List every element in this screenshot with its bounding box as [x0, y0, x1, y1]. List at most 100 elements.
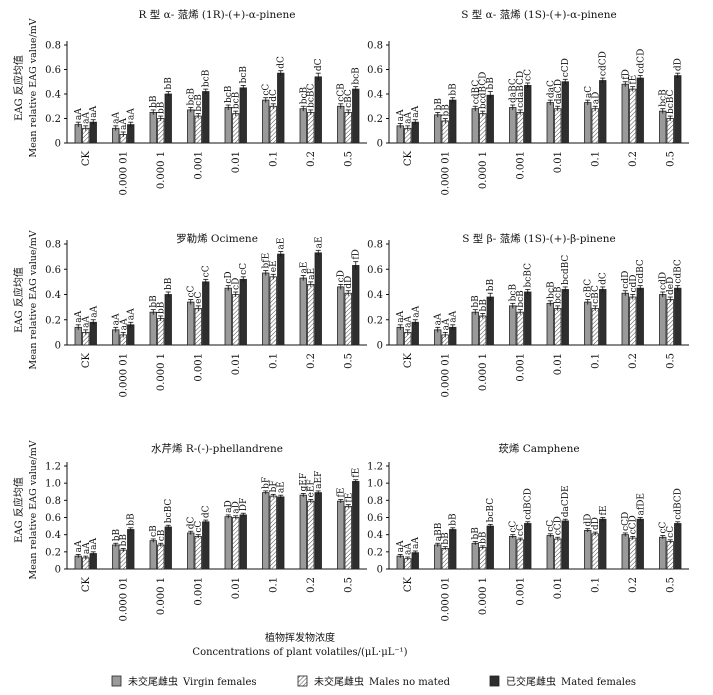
- bar: [194, 535, 202, 570]
- bar: [516, 539, 524, 570]
- significance-label: dC: [599, 272, 609, 285]
- significance-label: daCDE: [561, 485, 571, 517]
- bar: [396, 555, 404, 570]
- bar: [119, 549, 127, 570]
- bar: [224, 107, 232, 144]
- bar: [314, 492, 322, 570]
- x-tick-label: 0.1: [590, 353, 601, 369]
- bar: [516, 311, 524, 346]
- legend-label-en: Males no mated: [369, 677, 451, 688]
- significance-label: aA: [404, 543, 414, 555]
- x-tick-label: 0.000 1: [156, 577, 167, 615]
- bar: [127, 124, 135, 144]
- bar: [232, 517, 240, 570]
- bar: [164, 526, 172, 570]
- x-axis-label-en: Concentrations of plant volatiles/(μL·μL…: [192, 647, 407, 658]
- significance-label: aBB: [434, 522, 444, 541]
- y-tick-label: 1.0: [367, 479, 383, 490]
- bar: [157, 544, 165, 570]
- x-tick-label: 0.000 01: [118, 353, 129, 398]
- significance-label: dC: [202, 505, 212, 518]
- x-tick-label: 0.001: [193, 151, 204, 180]
- legend-label-en: Virgin females: [182, 677, 257, 688]
- significance-label: cC: [262, 84, 272, 96]
- significance-label: afDE: [636, 493, 646, 515]
- x-tick-label: 0.1: [268, 353, 279, 369]
- bar: [277, 496, 285, 570]
- x-tick-label: 0.000 1: [478, 353, 489, 391]
- y-tick-label: 0.2: [367, 547, 383, 558]
- significance-label: bcB: [232, 91, 242, 109]
- significance-label: cdBCD: [524, 488, 534, 520]
- bar: [666, 541, 674, 570]
- bar: [194, 115, 202, 144]
- x-tick-label: 0.5: [665, 577, 676, 593]
- bar: [352, 88, 360, 144]
- bar: [449, 99, 457, 144]
- significance-label: bB: [157, 301, 167, 314]
- x-tick-label: 0.1: [590, 151, 601, 167]
- legend-swatch-virgin: [111, 675, 122, 687]
- significance-label: aC: [584, 86, 594, 98]
- bar: [149, 111, 157, 144]
- legend-item-males-no-mated: 未交尾雌虫 Males no mated: [297, 675, 451, 688]
- chart-panel-2: S 型 α- 蒎烯 (1S)-(+)-α-pinene 0 0.2 0.4 0.6 0.8…: [367, 8, 689, 196]
- significance-label: bB: [479, 531, 489, 544]
- significance-label: dC: [314, 58, 324, 71]
- bar: [202, 91, 210, 144]
- bar: [239, 278, 247, 346]
- bar: [659, 536, 667, 570]
- significance-label: eEF: [307, 479, 317, 497]
- bar: [561, 81, 569, 144]
- bar: [262, 99, 270, 144]
- significance-label: bB: [434, 98, 444, 111]
- x-tick-label: 0.000 01: [440, 353, 451, 398]
- y-tick-label: 1.2: [367, 462, 383, 473]
- significance-label: daCD: [554, 79, 564, 104]
- y-axis-label-en: Mean relative EAG value/mV: [28, 18, 39, 157]
- x-tick-label: 0.001: [515, 577, 526, 606]
- bar: [262, 492, 270, 570]
- bar: [509, 305, 517, 346]
- significance-label: bcB: [352, 67, 362, 85]
- bar: [629, 88, 637, 144]
- bar: [224, 516, 232, 570]
- bar: [307, 111, 315, 144]
- bar: [307, 283, 315, 346]
- bar: [187, 109, 195, 144]
- bar: [269, 276, 277, 346]
- significance-label: bB: [157, 101, 167, 114]
- legend-label-zh: 已交尾雌虫: [506, 675, 556, 688]
- bar: [599, 80, 607, 144]
- significance-label: bcB: [299, 86, 309, 104]
- bar: [659, 110, 667, 144]
- y-tick-label: 0.6: [45, 513, 61, 524]
- significance-label: aE: [299, 262, 309, 274]
- y-tick-label: 0: [377, 139, 383, 150]
- significance-label: aA: [127, 308, 137, 320]
- legend-item-mated-females: 已交尾雌虫 Mated females: [489, 675, 636, 688]
- bar: [232, 113, 240, 144]
- y-tick-label: 0.8: [45, 496, 61, 507]
- legend-label-zh: 未交尾雌虫: [128, 675, 178, 688]
- x-tick-label: 0.2: [628, 151, 639, 167]
- bar: [636, 77, 644, 144]
- significance-label: dC: [277, 56, 287, 69]
- y-tick-label: 0.2: [45, 114, 61, 125]
- bar: [112, 544, 120, 570]
- bar: [449, 529, 457, 570]
- x-tick-label: CK: [81, 576, 92, 592]
- bar: [554, 538, 562, 570]
- bar: [411, 321, 419, 346]
- bar: [561, 289, 569, 346]
- significance-label: dD: [344, 276, 354, 289]
- chart-panel-6: 莰烯 Camphene00.20.40.60.81.01.2CKaAaAaA0.…: [367, 442, 689, 622]
- significance-label: aA: [112, 111, 122, 123]
- chart-title: 罗勒烯 Ocimene: [176, 232, 258, 245]
- significance-label: cdBC: [636, 259, 646, 284]
- significance-label: fD: [621, 69, 631, 80]
- significance-label: fE: [599, 506, 609, 516]
- y-tick-label: 0.2: [45, 547, 61, 558]
- legend-label-en: Mated females: [561, 677, 636, 688]
- significance-label: dC: [269, 89, 279, 102]
